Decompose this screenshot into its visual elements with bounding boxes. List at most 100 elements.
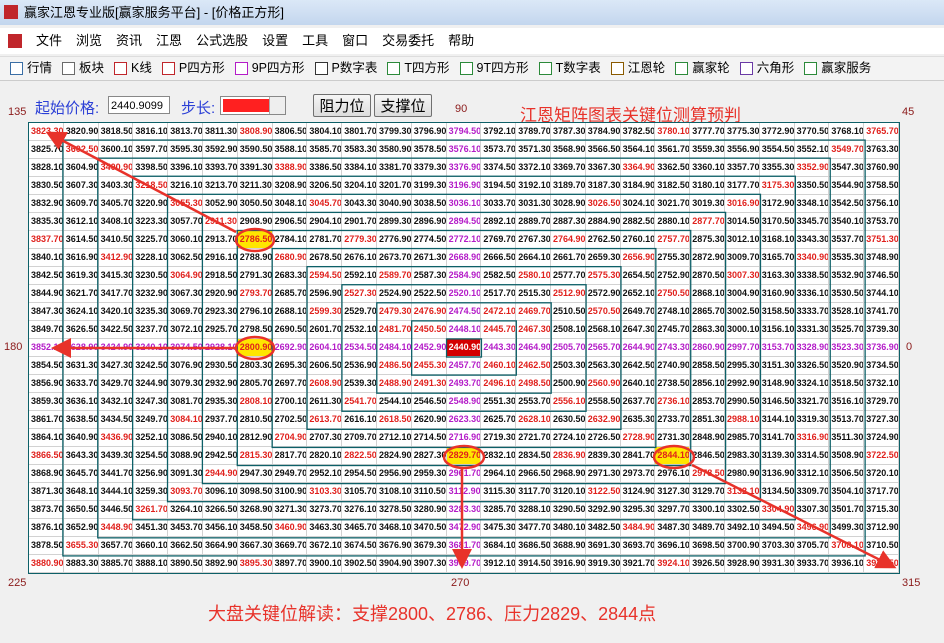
grid-cell: 3835.30 <box>29 213 64 231</box>
toolbar-icon <box>314 62 328 75</box>
grid-cell: 3568.90 <box>550 141 586 159</box>
grid-cell: 3928.90 <box>724 555 760 573</box>
grid-cell: 3535.30 <box>829 249 865 267</box>
grid-cell: 3276.10 <box>342 501 377 519</box>
menu-item[interactable]: 浏览 <box>76 33 103 48</box>
grid-cell: 2887.30 <box>550 213 586 231</box>
grid-cell: 3024.10 <box>620 195 656 213</box>
menu-item[interactable]: 窗口 <box>342 33 369 48</box>
grid-cell: 3321.70 <box>794 393 830 411</box>
grid-cell: 2635.30 <box>620 411 656 429</box>
grid-cell: 3597.70 <box>133 141 169 159</box>
grid-cell: 2822.50 <box>342 447 377 465</box>
menu-item[interactable]: 帮助 <box>448 33 475 48</box>
grid-cell: 3067.30 <box>168 285 203 303</box>
grid-cell: 3009.70 <box>724 249 760 267</box>
toolbar-button[interactable]: T数字表 <box>538 57 601 80</box>
support-button[interactable]: 支撑位 <box>374 94 432 117</box>
toolbar-button[interactable]: P数字表 <box>314 57 377 80</box>
toolbar-button[interactable]: 赢家服务 <box>804 57 871 80</box>
toolbar-button[interactable]: 9T四方形 <box>459 57 529 80</box>
step-select[interactable] <box>220 96 286 115</box>
grid-cell: 3753.70 <box>864 213 899 231</box>
grid-cell: 3271.30 <box>272 501 308 519</box>
grid-cell: 3504.10 <box>829 483 865 501</box>
grid-cell: 2764.90 <box>550 231 586 249</box>
grid-cell: 2536.90 <box>342 357 377 375</box>
grid-cell: 3338.50 <box>794 267 830 285</box>
grid-cell: 2601.70 <box>307 321 343 339</box>
grid-cell: 2563.30 <box>585 357 621 375</box>
toolbar-button[interactable]: 江恩轮 <box>610 57 665 80</box>
toolbar-button[interactable]: K线 <box>114 57 152 80</box>
grid-cell: 3384.10 <box>342 159 377 177</box>
grid-cell: 3124.90 <box>620 483 656 501</box>
menu-item[interactable]: 资讯 <box>116 33 143 48</box>
grid-cell: 2685.70 <box>272 285 308 303</box>
grid-cell: 3763.30 <box>864 141 899 159</box>
grid-cell: 3895.30 <box>237 555 273 573</box>
menu-item[interactable]: 设置 <box>262 33 289 48</box>
grid-cell: 3616.90 <box>63 249 99 267</box>
grid-cell: 3122.50 <box>585 483 621 501</box>
grid-cell: 3640.90 <box>63 429 99 447</box>
grid-cell: 2846.50 <box>690 447 725 465</box>
grid-cell: 3643.30 <box>63 447 99 465</box>
grid-cell: 2743.30 <box>655 339 691 357</box>
grid-cell: 3477.70 <box>516 519 551 537</box>
menu-item[interactable]: 文件 <box>36 33 63 48</box>
grid-cell: 2882.50 <box>620 213 656 231</box>
menu-item[interactable]: 工具 <box>302 33 329 48</box>
grid-cell: 3696.10 <box>655 537 691 555</box>
grid-cell: 2899.30 <box>376 213 412 231</box>
grid-cell: 2673.70 <box>376 249 412 267</box>
grid-cell: 3501.70 <box>829 501 865 519</box>
grid-cell: 2880.10 <box>655 213 691 231</box>
grid-cell: 2956.90 <box>376 465 412 483</box>
grid-cell: 3708.10 <box>829 537 865 555</box>
menu-bar: 文件 浏览 资讯 江恩 公式选股 设置 工具 窗口 交易委托 帮助 <box>0 28 944 54</box>
grid-cell: 2577.70 <box>550 267 586 285</box>
grid-cell: 3240.10 <box>133 339 169 357</box>
menu-item[interactable]: 江恩 <box>156 33 183 48</box>
grid-cell: 2488.90 <box>376 375 412 393</box>
menu-item[interactable]: 交易委托 <box>382 33 435 48</box>
resistance-button[interactable]: 阻力位 <box>313 94 371 117</box>
grid-cell: 2592.10 <box>342 267 377 285</box>
grid-cell: 3746.50 <box>864 267 899 285</box>
grid-cell: 3936.10 <box>829 555 865 573</box>
grid-cell: 3472.90 <box>446 519 482 537</box>
grid-cell: 2781.70 <box>307 231 343 249</box>
grid-cell: 3537.70 <box>829 231 865 249</box>
grid-cell: 2455.30 <box>411 357 447 375</box>
grid-cell: 2500.90 <box>550 375 586 393</box>
grid-cell: 3369.70 <box>550 159 586 177</box>
grid-cell: 3772.90 <box>759 123 795 141</box>
toolbar-button[interactable]: T四方形 <box>387 57 450 80</box>
grid-cell: 3681.70 <box>446 537 482 555</box>
toolbar-button[interactable]: 9P四方形 <box>234 57 305 80</box>
grid-cell: 2527.30 <box>342 285 377 303</box>
grid-cell: 3470.50 <box>411 519 447 537</box>
grid-cell: 2767.30 <box>516 231 551 249</box>
grid-cell: 3216.10 <box>168 177 203 195</box>
toolbar-button[interactable]: 板块 <box>62 57 104 80</box>
grid-cell: 3506.50 <box>829 465 865 483</box>
grid-cell: 3410.50 <box>98 231 134 249</box>
grid-cell: 3163.30 <box>759 267 795 285</box>
grid-cell: 3182.50 <box>655 177 691 195</box>
grid-cell: 3876.10 <box>29 519 64 537</box>
toolbar-button[interactable]: 行情 <box>10 57 52 80</box>
grid-cell: 2877.70 <box>690 213 725 231</box>
grid-cell: 3604.90 <box>63 159 99 177</box>
toolbar-button[interactable]: P四方形 <box>161 57 225 80</box>
grid-cell: 3014.50 <box>724 213 760 231</box>
grid-cell: 3739.30 <box>864 321 899 339</box>
grid-cell: 3873.70 <box>29 501 64 519</box>
start-input[interactable]: 2440.9099 <box>108 96 170 114</box>
grid-cell: 3165.70 <box>759 249 795 267</box>
grid-cell: 2738.50 <box>655 375 691 393</box>
menu-item[interactable]: 公式选股 <box>196 33 249 48</box>
toolbar-button[interactable]: 赢家轮 <box>675 57 730 80</box>
toolbar-button[interactable]: 六角形 <box>739 57 794 80</box>
